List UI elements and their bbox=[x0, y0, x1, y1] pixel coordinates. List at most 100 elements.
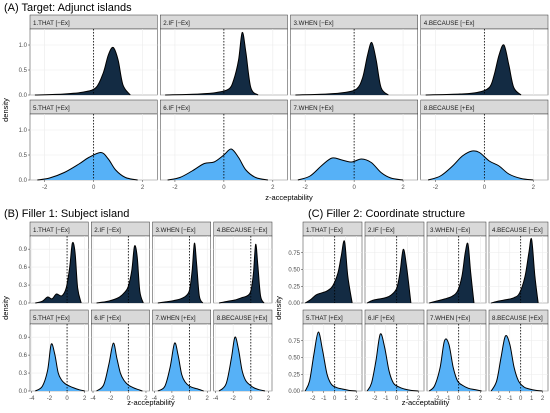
facet-label: 6.IF [+Ex] bbox=[94, 315, 121, 322]
x-tick-label: -2 bbox=[108, 396, 114, 402]
x-tick-label: -2 bbox=[42, 185, 48, 191]
density-curve bbox=[366, 333, 419, 392]
x-tick-label: 1 bbox=[468, 396, 472, 402]
density-curve bbox=[37, 151, 138, 181]
density-area bbox=[167, 148, 268, 180]
x-tick-label: 2 bbox=[83, 396, 87, 402]
facet-label: 6.IF [+Ex] bbox=[368, 315, 395, 322]
x-tick-label: 0 bbox=[65, 396, 69, 402]
density-curve bbox=[35, 343, 85, 392]
facet-label: 1.THAT [−Ex] bbox=[306, 227, 343, 234]
x-tick-label: 2 bbox=[479, 396, 483, 402]
density-curve bbox=[490, 335, 543, 392]
x-tick-label: -4 bbox=[90, 396, 96, 402]
x-tick-label: -4 bbox=[152, 396, 158, 402]
x-tick-label: -2 bbox=[47, 396, 53, 402]
facet: 3.WHEN [−Ex] bbox=[290, 14, 418, 96]
density-curve bbox=[157, 342, 204, 392]
facet-label: 7.WHEN [+Ex] bbox=[430, 315, 470, 322]
x-tick-label: 0 bbox=[457, 396, 461, 402]
facet-panel bbox=[152, 235, 211, 304]
facet-panel bbox=[29, 235, 89, 304]
y-tick-label: 0.6 bbox=[19, 265, 28, 271]
facet: 6.IF [+Ex] -2 0 2 bbox=[160, 99, 288, 191]
facet: 5.THAT [+Ex] 0.0 0.3 0.6 0.9 -4 -2 0 2 bbox=[19, 309, 89, 402]
x-tick-label: 2 bbox=[141, 185, 145, 191]
x-tick-label: 2 bbox=[267, 396, 271, 402]
facet-label: 1.THAT [−Ex] bbox=[33, 20, 70, 27]
facet: 6.IF [+Ex] -2 -1 0 1 2 bbox=[364, 309, 425, 402]
facet-label: 2.IF [−Ex] bbox=[94, 227, 121, 234]
chart-title: (B) Filler 1: Subject island bbox=[4, 208, 129, 220]
x-tick-label: 0 bbox=[333, 396, 337, 402]
x-tick-label: 2 bbox=[206, 396, 210, 402]
facet-label: 5.THAT [+Ex] bbox=[33, 105, 70, 112]
density-area bbox=[157, 243, 203, 303]
density-area bbox=[429, 338, 482, 391]
facet: 6.IF [+Ex] -4 -2 0 2 bbox=[90, 309, 150, 402]
density-area bbox=[425, 44, 522, 95]
y-axis-title: density bbox=[1, 98, 10, 122]
facet-label: 2.IF [−Ex] bbox=[368, 227, 395, 234]
x-tick-label: 2 bbox=[144, 396, 148, 402]
y-tick-label: 0.5 bbox=[19, 153, 28, 159]
density-curve bbox=[428, 338, 482, 392]
x-tick-label: 0 bbox=[222, 185, 226, 191]
y-axis-title: density bbox=[274, 296, 283, 320]
facet: 8.BECAUSE [+Ex] -2 -1 0 1 2 bbox=[488, 309, 549, 402]
y-tick-label: 0.0 bbox=[19, 389, 28, 395]
facet-label: 2.IF [−Ex] bbox=[163, 20, 190, 27]
density-area bbox=[367, 249, 411, 303]
facet: 8.BECAUSE [+Ex] -4 -2 0 2 bbox=[213, 309, 273, 402]
y-tick-label: 0.50 bbox=[288, 268, 300, 274]
x-tick-label: -2 bbox=[230, 396, 236, 402]
facet-label: 8.BECAUSE [+Ex] bbox=[492, 315, 543, 322]
facet-label: 4.BECAUSE [−Ex] bbox=[424, 20, 475, 27]
x-tick-label: 0 bbox=[519, 396, 523, 402]
y-tick-label: 0.50 bbox=[288, 356, 300, 362]
y-axis-title: density bbox=[1, 296, 10, 320]
facet: 2.IF [−Ex] bbox=[364, 221, 425, 304]
facet: 4.BECAUSE [−Ex] bbox=[213, 221, 273, 304]
y-tick-label: 0.3 bbox=[19, 283, 28, 289]
density-curve bbox=[425, 44, 522, 96]
density-curve bbox=[96, 342, 143, 392]
x-tick-label: 0 bbox=[127, 396, 131, 402]
facet: 1.THAT [−Ex] 0.0 0.3 0.6 0.9 bbox=[19, 221, 89, 307]
density-curve bbox=[427, 150, 534, 181]
x-tick-label: -1 bbox=[445, 396, 451, 402]
x-tick-label: 2 bbox=[401, 185, 405, 191]
facet-label: 4.BECAUSE [−Ex] bbox=[492, 227, 543, 234]
facet-label: 5.THAT [+Ex] bbox=[33, 315, 70, 322]
facet-panel bbox=[213, 235, 273, 304]
x-tick-label: -1 bbox=[507, 396, 513, 402]
y-tick-label: 0.3 bbox=[19, 371, 28, 377]
chart-title: (C) Filler 2: Coordinate structure bbox=[308, 208, 465, 220]
y-tick-label: 0.25 bbox=[288, 372, 300, 378]
facet-label: 4.BECAUSE [−Ex] bbox=[217, 227, 268, 234]
y-tick-label: 0.75 bbox=[288, 251, 300, 257]
facet: 7.WHEN [+Ex] -4 -2 0 2 bbox=[152, 309, 211, 402]
x-axis-title: z-acceptability bbox=[265, 193, 313, 202]
density-area bbox=[96, 343, 143, 391]
facet-label: 7.WHEN [+Ex] bbox=[294, 105, 334, 112]
facet: 5.THAT [+Ex] 0.00 0.25 0.50 0.75 -2 -1 0 1 2 bbox=[288, 309, 363, 402]
x-tick-label: 0 bbox=[92, 185, 96, 191]
density-area bbox=[428, 150, 534, 180]
x-tick-label: 0 bbox=[352, 185, 356, 191]
x-tick-label: 2 bbox=[271, 185, 275, 191]
density-area bbox=[305, 240, 353, 303]
y-tick-label: 1.0 bbox=[19, 43, 28, 49]
density-area bbox=[491, 335, 543, 391]
y-tick-label: 0.00 bbox=[288, 389, 300, 395]
facet-label: 3.WHEN [−Ex] bbox=[430, 227, 470, 234]
density-area bbox=[37, 152, 138, 180]
x-tick-label: 1 bbox=[406, 396, 410, 402]
density-curve bbox=[35, 241, 82, 304]
density-area bbox=[295, 42, 389, 95]
facet-label: 8.BECAUSE [+Ex] bbox=[217, 315, 268, 322]
x-tick-label: 0 bbox=[483, 185, 487, 191]
density-area bbox=[34, 47, 131, 95]
x-tick-label: 0 bbox=[249, 396, 253, 402]
